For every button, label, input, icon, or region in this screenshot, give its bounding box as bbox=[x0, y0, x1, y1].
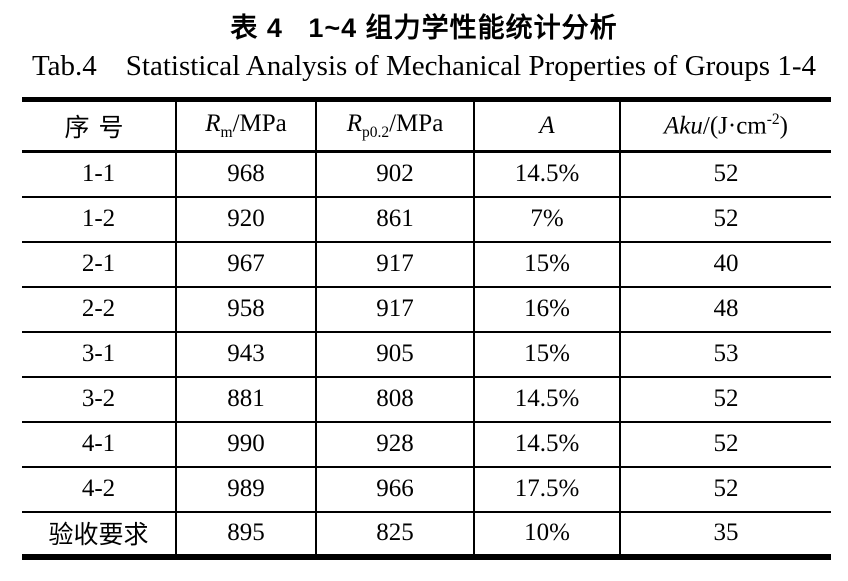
aku-unit-pre: /(J·cm bbox=[702, 112, 767, 140]
table-cell: 16% bbox=[473, 285, 621, 333]
table-cell: 52 bbox=[619, 195, 831, 243]
mechanical-properties-table: 序号 Rm/MPa Rp0.2/MPa A Aku/(J·cm-2) 1-1 9… bbox=[22, 97, 831, 560]
row-label: 3-1 bbox=[22, 330, 177, 378]
header-aku: Aku/(J·cm-2) bbox=[619, 97, 831, 153]
rm-subscript: m bbox=[220, 124, 233, 141]
table-row: 2-1 967 917 15% 40 bbox=[22, 240, 831, 288]
table-cell: 905 bbox=[315, 330, 475, 378]
table-cell: 967 bbox=[175, 240, 317, 288]
row-label: 验收要求 bbox=[22, 510, 177, 560]
header-row: 序号 Rm/MPa Rp0.2/MPa A Aku/(J·cm-2) bbox=[22, 97, 831, 153]
row-label: 4-2 bbox=[22, 465, 177, 513]
table-caption-english: Tab.4 Statistical Analysis of Mechanical… bbox=[31, 50, 817, 82]
table-cell: 17.5% bbox=[473, 465, 621, 513]
table-cell: 958 bbox=[175, 285, 317, 333]
table-cell: 861 bbox=[315, 195, 475, 243]
rp02-unit: /MPa bbox=[389, 110, 444, 137]
table-cell: 968 bbox=[175, 150, 317, 198]
table-cell: 966 bbox=[315, 465, 475, 513]
table-cell: 825 bbox=[315, 510, 475, 560]
table-cell: 40 bbox=[619, 240, 831, 288]
table-body: 1-1 968 902 14.5% 52 1-2 920 861 7% 52 2… bbox=[22, 150, 831, 560]
header-serial-number: 序号 bbox=[22, 97, 177, 153]
table-row: 1-2 920 861 7% 52 bbox=[22, 195, 831, 243]
table-cell: 52 bbox=[619, 465, 831, 513]
elongation-symbol: A bbox=[539, 112, 555, 139]
table-cell: 917 bbox=[315, 240, 475, 288]
table-cell: 902 bbox=[315, 150, 475, 198]
table-cell: 943 bbox=[175, 330, 317, 378]
table-row: 4-1 990 928 14.5% 52 bbox=[22, 420, 831, 468]
table-cell: 808 bbox=[315, 375, 475, 423]
table-cell: 881 bbox=[175, 375, 317, 423]
table-cell: 15% bbox=[473, 330, 621, 378]
table-cell: 15% bbox=[473, 240, 621, 288]
table-row: 4-2 989 966 17.5% 52 bbox=[22, 465, 831, 513]
row-label: 3-2 bbox=[22, 375, 177, 423]
rp02-symbol: R bbox=[346, 110, 362, 137]
table-cell: 990 bbox=[175, 420, 317, 468]
row-label: 4-1 bbox=[22, 420, 177, 468]
table-cell: 52 bbox=[619, 375, 831, 423]
table-cell: 14.5% bbox=[473, 420, 621, 468]
table-cell: 53 bbox=[619, 330, 831, 378]
table-cell: 48 bbox=[619, 285, 831, 333]
table-cell: 52 bbox=[619, 420, 831, 468]
table-row: 3-2 881 808 14.5% 52 bbox=[22, 375, 831, 423]
table-cell: 895 bbox=[175, 510, 317, 560]
rm-unit: /MPa bbox=[232, 110, 287, 137]
table-cell: 14.5% bbox=[473, 375, 621, 423]
row-label: 1-1 bbox=[22, 150, 177, 198]
aku-unit-exponent: -2 bbox=[766, 111, 780, 129]
table-cell: 917 bbox=[315, 285, 475, 333]
header-rp02: Rp0.2/MPa bbox=[315, 97, 475, 153]
table-row: 1-1 968 902 14.5% 52 bbox=[22, 150, 831, 198]
table-cell: 920 bbox=[175, 195, 317, 243]
header-rm: Rm/MPa bbox=[175, 97, 317, 153]
table-cell: 35 bbox=[619, 510, 831, 560]
aku-symbol: Aku bbox=[664, 112, 703, 140]
table-row: 3-1 943 905 15% 53 bbox=[22, 330, 831, 378]
table-caption-chinese: 表 4 1~4 组力学性能统计分析 bbox=[230, 13, 618, 43]
table-cell: 52 bbox=[619, 150, 831, 198]
table-row: 2-2 958 917 16% 48 bbox=[22, 285, 831, 333]
table-cell: 928 bbox=[315, 420, 475, 468]
aku-unit-post: ) bbox=[779, 112, 788, 140]
table-row-acceptance: 验收要求 895 825 10% 35 bbox=[22, 510, 831, 560]
row-label: 2-1 bbox=[22, 240, 177, 288]
row-label: 2-2 bbox=[22, 285, 177, 333]
table-cell: 14.5% bbox=[473, 150, 621, 198]
table-cell: 989 bbox=[175, 465, 317, 513]
rm-symbol: R bbox=[205, 110, 221, 137]
rp02-subscript: p0.2 bbox=[361, 124, 390, 141]
table-cell: 7% bbox=[473, 195, 621, 243]
table-cell: 10% bbox=[473, 510, 621, 560]
header-elongation: A bbox=[473, 97, 621, 153]
row-label: 1-2 bbox=[22, 195, 177, 243]
table-header: 序号 Rm/MPa Rp0.2/MPa A Aku/(J·cm-2) bbox=[22, 97, 831, 153]
